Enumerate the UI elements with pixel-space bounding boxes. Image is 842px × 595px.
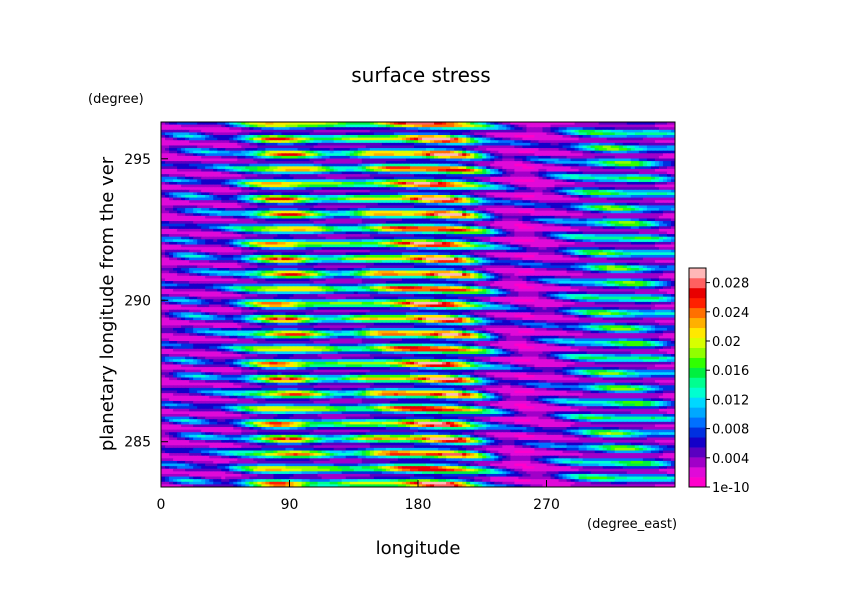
y-axis: 285 290 295 [124, 152, 168, 451]
x-tick-label-3: 270 [533, 497, 560, 513]
colorbar-swatch-8 [689, 397, 706, 408]
colorbar-swatch-7 [689, 407, 706, 418]
colorbar-swatch-14 [689, 337, 706, 348]
colorbar-swatch-1 [689, 467, 706, 478]
colorbar-swatch-6 [689, 417, 706, 428]
x-tick-label-2: 180 [405, 497, 432, 513]
y-units: (degree) [88, 92, 144, 107]
colorbar-label-5: 0.02 [712, 335, 741, 350]
colorbar-label-1: 0.004 [712, 452, 749, 467]
colorbar-label-0: 1e-10 [712, 481, 750, 496]
colorbar-swatch-12 [689, 357, 706, 368]
x-units: (degree_east) [587, 517, 677, 532]
colorbar [688, 267, 707, 488]
colorbar-swatch-3 [689, 447, 706, 458]
colorbar-swatch-21 [689, 268, 706, 279]
colorbar-swatch-0 [689, 477, 706, 488]
colorbar-swatch-4 [689, 437, 706, 448]
colorbar-swatch-16 [689, 317, 706, 329]
y-tick-label-2: 295 [124, 152, 151, 168]
y-tick-label-1: 290 [124, 293, 151, 309]
chart-title: surface stress [351, 63, 490, 87]
colorbar-swatch-11 [689, 367, 706, 378]
colorbar-labels: 1e-10 0.004 0.008 0.012 0.016 0.02 0.024 0.028 [706, 277, 750, 496]
colorbar-label-6: 0.024 [712, 306, 749, 321]
x-axis: 0 90 180 270 [157, 480, 560, 513]
colorbar-swatch-9 [689, 387, 706, 398]
x-tick-label-1: 90 [281, 497, 299, 513]
colorbar-label-3: 0.012 [712, 393, 749, 408]
colorbar-swatch-20 [689, 277, 706, 289]
colorbar-label-4: 0.016 [712, 364, 749, 379]
y-axis-label: planetary longitude from the ver [97, 156, 118, 451]
heatmap-field [161, 122, 675, 487]
colorbar-swatch-17 [689, 307, 706, 319]
colorbar-swatch-19 [689, 287, 706, 299]
colorbar-swatch-13 [689, 347, 706, 358]
colorbar-swatch-18 [689, 297, 706, 309]
colorbar-swatch-2 [689, 457, 706, 468]
colorbar-swatch-5 [689, 427, 706, 438]
y-tick-label-0: 285 [124, 435, 151, 451]
x-tick-label-0: 0 [157, 497, 166, 513]
x-axis-label: longitude [376, 538, 461, 559]
colorbar-swatch-15 [689, 327, 706, 338]
colorbar-label-2: 0.008 [712, 423, 749, 438]
colorbar-swatch-10 [689, 377, 706, 388]
colorbar-label-7: 0.028 [712, 277, 749, 292]
colorbar-frame [688, 267, 707, 488]
